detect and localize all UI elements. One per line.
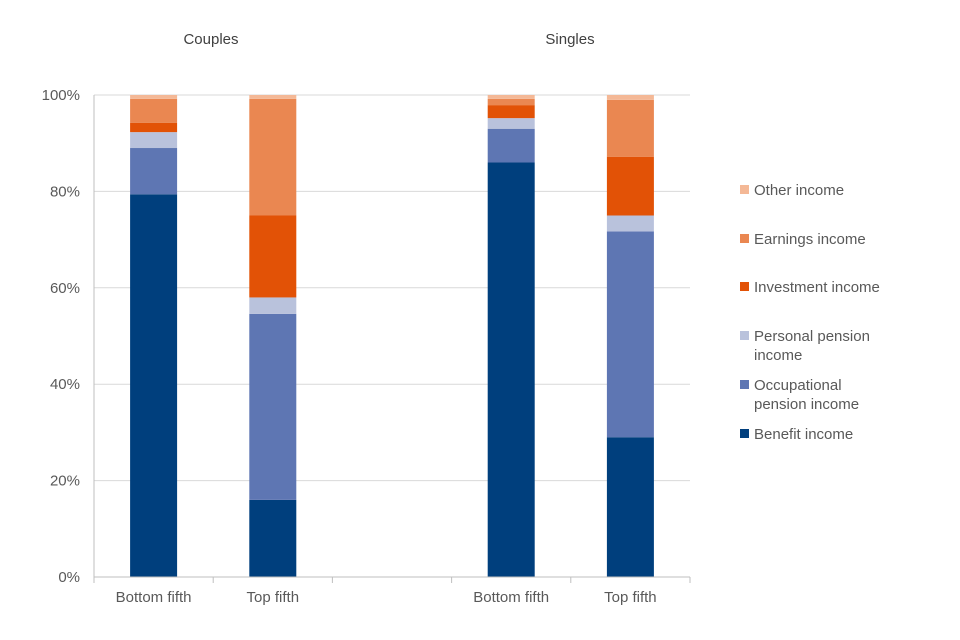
bar-segment [249, 499, 297, 577]
bar-segment [249, 215, 297, 298]
legend-swatch [740, 282, 749, 291]
bar-segment [487, 128, 535, 163]
group-title: Couples [183, 31, 238, 48]
y-tick-label: 0% [58, 569, 80, 586]
bar-segment [249, 95, 297, 99]
bar-segment [487, 105, 535, 119]
group-titles: Couples Singles [183, 31, 594, 48]
bar-segment [606, 99, 654, 157]
x-tick-label: Top fifth [247, 589, 300, 606]
bar-segment [130, 98, 178, 123]
bar-segment [487, 98, 535, 106]
bar-segment [606, 156, 654, 216]
legend-swatch [740, 331, 749, 340]
legend-label: Earnings income [754, 231, 866, 248]
legend-label: Personal pension income [754, 328, 870, 364]
y-tick-label: 20% [50, 473, 80, 490]
x-tick-label: Top fifth [604, 589, 657, 606]
bar-segment [130, 122, 178, 133]
x-tick-labels: Bottom fifth Top fifth Bottom fifth Top fif… [116, 589, 657, 606]
bar-segment [130, 148, 178, 195]
bar-segment [606, 95, 654, 100]
bar-segment [130, 194, 178, 578]
bar-segment [249, 313, 297, 500]
legend-label: Benefit income [754, 426, 853, 443]
legend-swatch [740, 380, 749, 389]
bar-segment [487, 95, 535, 99]
legend: Other income Earnings income Investment in… [740, 182, 880, 443]
legend-label: Investment income [754, 279, 880, 296]
y-tick-label: 100% [42, 87, 80, 104]
legend-swatch [740, 185, 749, 194]
bars [130, 95, 654, 578]
legend-swatch [740, 234, 749, 243]
y-tick-label: 60% [50, 280, 80, 297]
legend-label: Other income [754, 182, 844, 199]
group-title: Singles [545, 31, 594, 48]
bar-segment [606, 231, 654, 438]
bar-segment [487, 118, 535, 129]
y-tick-label: 80% [50, 183, 80, 200]
legend-label: Occupational pension income [754, 377, 859, 413]
x-tick-label: Bottom fifth [116, 589, 192, 606]
gridlines [94, 94, 690, 482]
x-tick-label: Bottom fifth [473, 589, 549, 606]
bar-segment [130, 95, 178, 99]
bar-segment [130, 132, 178, 149]
bar-segment [487, 162, 535, 578]
legend-swatch [740, 429, 749, 438]
bar-segment [249, 297, 297, 314]
bar-segment [249, 98, 297, 216]
axes [93, 95, 691, 583]
y-tick-labels: 0% 20% 40% 60% 80% 100% [42, 87, 80, 586]
y-tick-label: 40% [50, 376, 80, 393]
bar-segment [606, 437, 654, 577]
bar-segment [606, 215, 654, 232]
